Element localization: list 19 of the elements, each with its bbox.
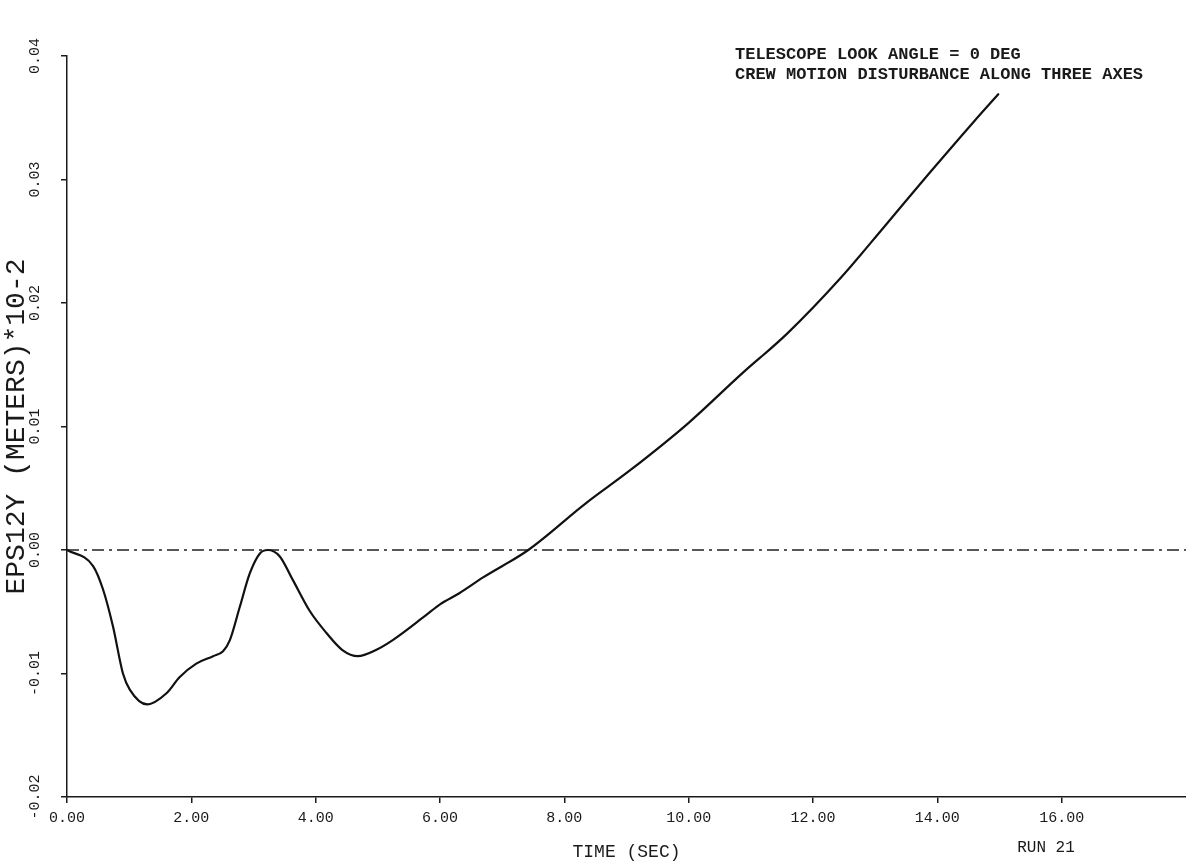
x-tick-label: 2.00 <box>173 809 210 827</box>
text: RUN 21 <box>1017 839 1075 858</box>
x-axis-title: TIME (SEC) <box>572 841 681 862</box>
x-tick-label: 0.00 <box>48 809 86 827</box>
x-tick-label: 12.00 <box>790 809 836 827</box>
annotation: CREW MOTION DISTURBANCE ALONG THREE AXES <box>735 65 1144 85</box>
x-tick-label: 6.00 <box>421 809 459 827</box>
x-tick-label: 8.00 <box>546 809 583 827</box>
x-tick-label: 4.00 <box>297 809 334 827</box>
y-tick-label: 0.01 <box>27 408 45 445</box>
annotation: TELESCOPE LOOK ANGLE = 0 DEG <box>735 45 1021 65</box>
y-tick-label: 0.04 <box>27 37 45 75</box>
x-tick-label: 14.00 <box>914 809 960 827</box>
x-tick-label: 16.00 <box>1039 809 1085 827</box>
y-tick-label: 0.03 <box>27 161 45 198</box>
y-tick-label: 0.02 <box>27 284 45 322</box>
y-tick-label: -0.01 <box>27 650 45 697</box>
y-tick-label: -0.02 <box>27 774 45 820</box>
x-tick-label: 10.00 <box>666 809 712 827</box>
